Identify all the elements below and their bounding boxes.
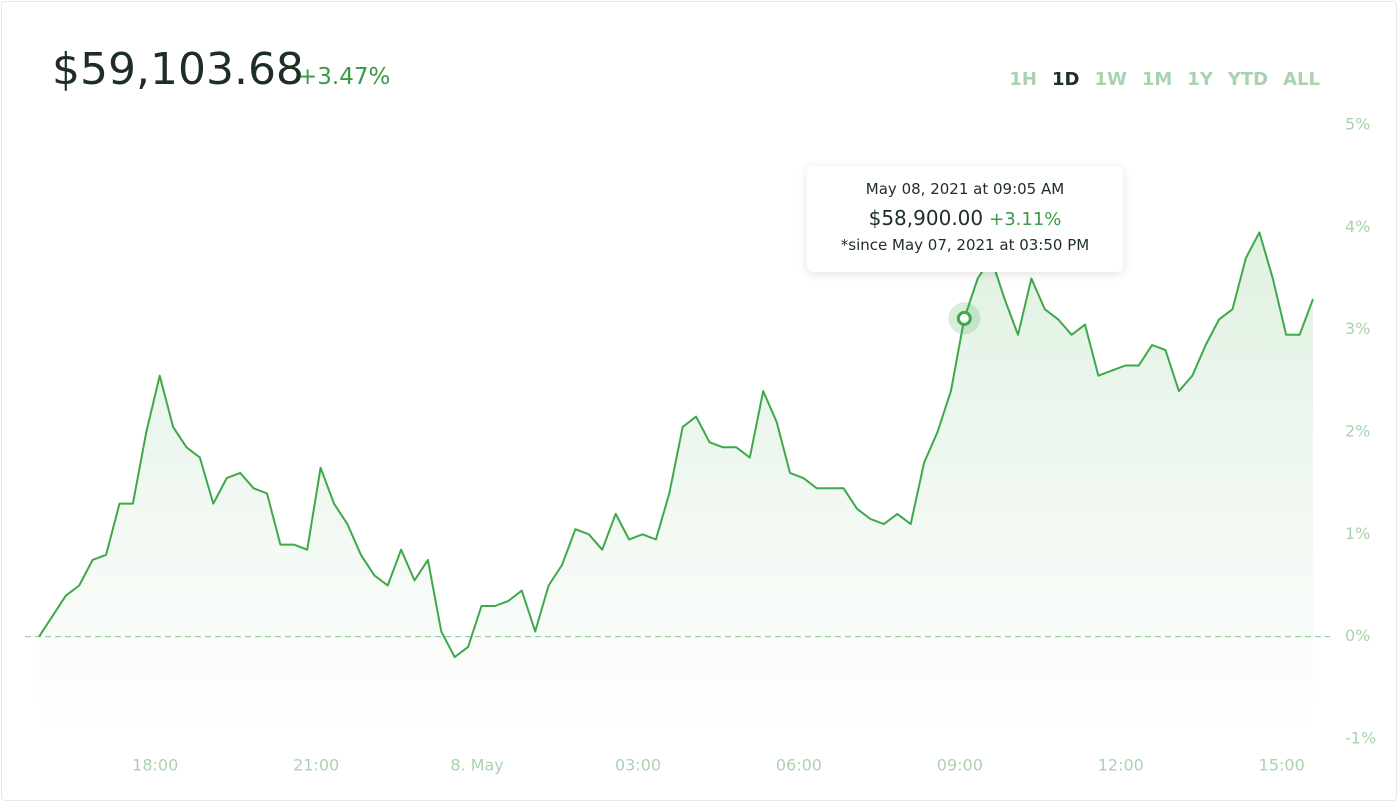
tooltip-since: *since May 07, 2021 at 03:50 PM: [840, 236, 1090, 254]
hover-point: [956, 310, 972, 326]
tooltip-date: May 08, 2021 at 09:05 AM: [865, 180, 1065, 198]
range-button[interactable]: YTD: [1227, 69, 1269, 90]
range-button[interactable]: 1H: [1009, 69, 1037, 90]
x-tick-label: 12:00: [1098, 756, 1144, 775]
area: [39, 232, 1313, 739]
y-tick-label: 4%: [1345, 217, 1370, 236]
x-tick-label: 06:00: [776, 756, 822, 775]
price: $59,103.68: [52, 44, 304, 95]
range-button[interactable]: 1D: [1052, 69, 1080, 90]
change: +3.47%: [298, 64, 391, 90]
y-tick-label: 5%: [1345, 115, 1370, 134]
y-tick-label: -1%: [1345, 729, 1376, 748]
x-tick-label: 15:00: [1259, 756, 1305, 775]
range-button[interactable]: ALL: [1283, 69, 1320, 90]
range-selector: 1H 1D 1W 1M 1Y YTD ALL: [1009, 69, 1320, 90]
y-tick-label: 3%: [1345, 319, 1370, 338]
range-button[interactable]: 1Y: [1187, 69, 1213, 90]
range-button[interactable]: 1W: [1094, 69, 1127, 90]
tooltip-change: +3.11%: [989, 209, 1062, 230]
x-tick-label: 03:00: [615, 756, 661, 775]
x-tick-label: 18:00: [132, 756, 178, 775]
x-tick-label: 09:00: [937, 756, 983, 775]
price-line: [38, 231, 1314, 659]
range-button[interactable]: 1M: [1141, 69, 1173, 90]
x-tick-label: 8. May: [450, 756, 503, 775]
y-tick-label: 2%: [1345, 422, 1370, 441]
y-tick-label: 1%: [1345, 524, 1370, 543]
tooltip: May 08, 2021 at 09:05 AM $58,900.00 +3.11…: [807, 166, 1123, 272]
y-tick-label: 0%: [1345, 626, 1370, 645]
x-tick-label: 21:00: [293, 756, 339, 775]
tooltip-price: $58,900.00: [868, 206, 984, 230]
